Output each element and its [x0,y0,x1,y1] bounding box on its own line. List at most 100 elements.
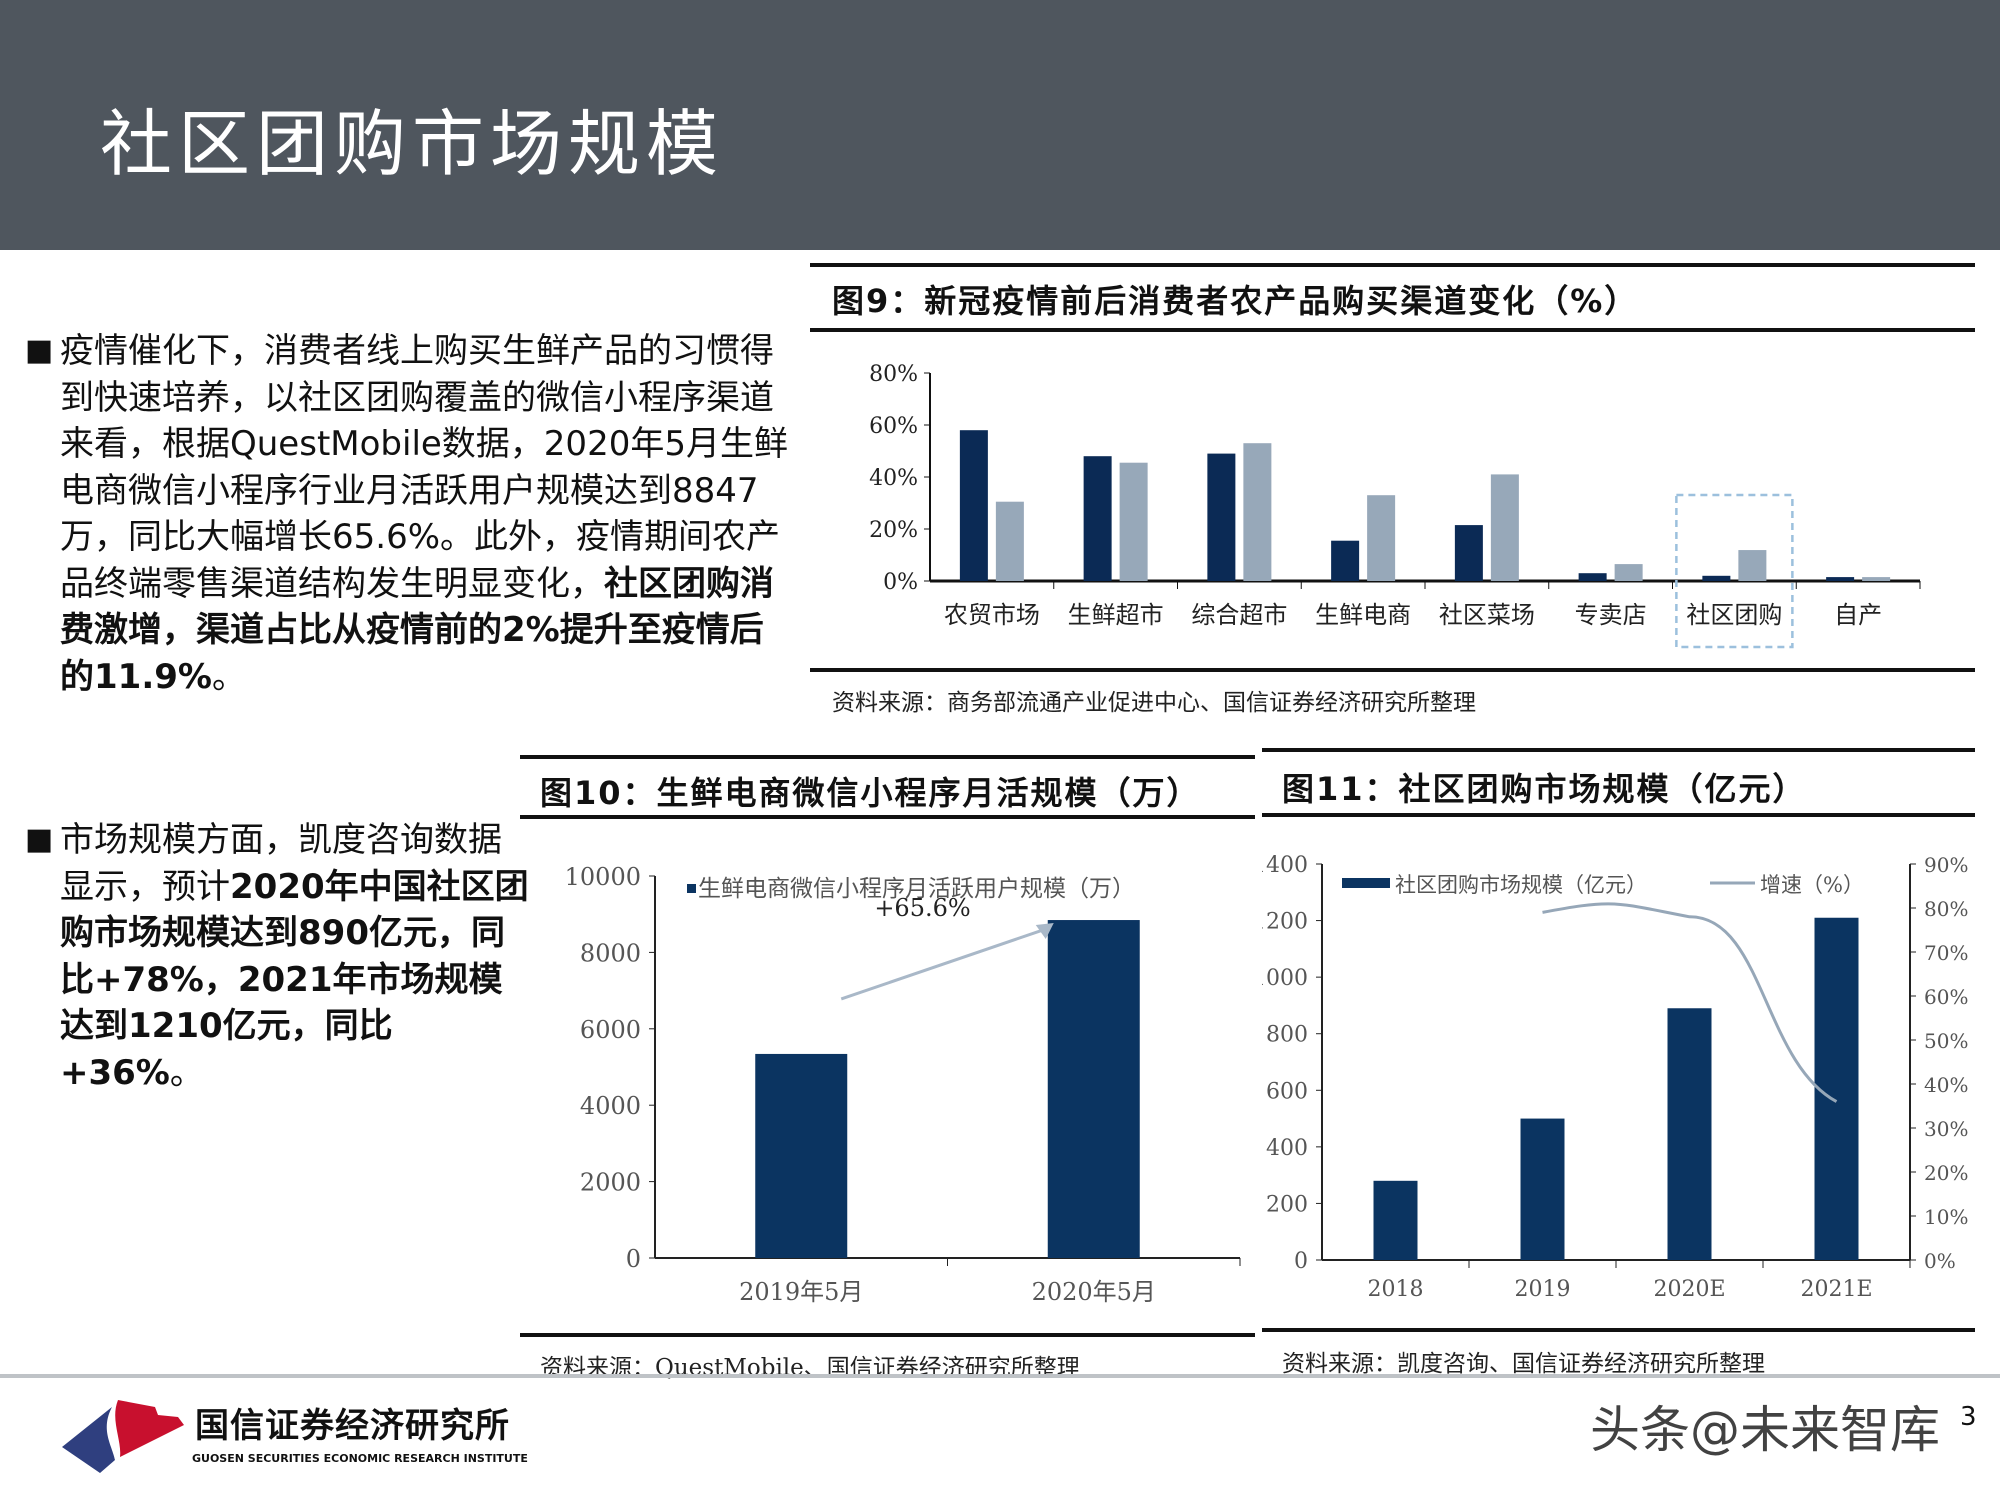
bar-社区团购-1 [1738,550,1767,581]
x-tick-label: 社区菜场 [1439,601,1535,629]
fig11-top-rule [1262,748,1975,752]
x-tick-label: 2018 [1368,1277,1424,1302]
y-tick-label: 80% [869,362,918,387]
fig10-title-rule [520,815,1255,819]
y-tick-label: 600 [1266,1079,1308,1104]
bar-生鲜超市-0 [1083,456,1112,581]
legend-swatch [687,884,696,893]
y-tick-label: 40% [869,466,918,491]
y2-tick-label: 30% [1924,1117,1968,1141]
legend-label: 生鲜电商微信小程序月活跃用户规模（万） [698,876,1135,902]
paragraph-2: ■ 市场规模方面，凯度咨询数据显示，预计2020年中国社区团购市场规模达到890… [25,817,530,1096]
bar-自产-1 [1862,577,1891,581]
fig10-title: 图10：生鲜电商微信小程序月活规模（万） [540,774,1201,812]
bar-生鲜超市-1 [1119,462,1148,581]
fig11-source: 资料来源：凯度咨询、国信证券经济研究所整理 [1282,1351,1765,1377]
y-tick-label: 6000 [580,1016,641,1044]
logo-text-en: GUOSEN SECURITIES ECONOMIC RESEARCH INST… [192,1452,528,1465]
fig10-top-rule [520,755,1255,759]
x-tick-label: 自产 [1834,601,1882,629]
arrow-head-icon [1035,923,1054,940]
bullet-icon: ■ [25,822,54,857]
y2-tick-label: 0% [1924,1249,1956,1273]
y-tick-label: 200 [1266,1192,1308,1217]
fig9-top-rule [810,263,1975,267]
legend-swatch-bar [1342,878,1390,888]
fig9-source: 资料来源：商务部流通产业促进中心、国信证券经济研究所整理 [832,690,1476,716]
y2-tick-label: 70% [1924,941,1968,965]
fig11-bottom-rule [1262,1328,1975,1332]
y2-tick-label: 60% [1924,985,1968,1009]
x-tick-label: 2020年5月 [1032,1278,1156,1306]
bar-综合超市-0 [1207,453,1236,581]
x-tick-label: 生鲜超市 [1068,601,1164,629]
x-tick-label: 生鲜电商 [1315,601,1411,629]
y-tick-label: 10000 [565,863,641,891]
y-tick-label: 0 [626,1245,641,1273]
header-bar [0,0,2000,250]
y-tick-label: 4000 [580,1092,641,1120]
bar-农贸市场-1 [995,501,1024,581]
fig10-bottom-rule [520,1333,1255,1337]
fig11-title: 图11：社区团购市场规模（亿元） [1282,770,1807,808]
y-tick-label: 800 [1266,1023,1308,1048]
legend-label-line: 增速（%） [1760,873,1864,897]
x-tick-label: 2021E [1800,1277,1872,1302]
highlight-box [1675,493,1794,649]
y2-tick-label: 50% [1924,1029,1968,1053]
bar-2020年5月 [1047,920,1140,1258]
y-tick-label: 2000 [580,1169,641,1197]
growth-line [1542,902,1838,1103]
paragraph-segment: 市场规模方面，凯度咨询数据显示，预计 [60,820,502,907]
page-number: 3 [1960,1402,1977,1432]
bar-社区菜场-1 [1490,474,1519,581]
x-tick-label: 2019年5月 [739,1278,863,1306]
footer-divider [0,1374,2000,1378]
paragraph-segment: 疫情催化下，消费者线上购买生鲜产品的习惯得到快速培养，以社区团购覆盖的微信小程序… [60,331,788,604]
bar-生鲜电商-0 [1331,540,1360,581]
y2-tick-label: 80% [1924,897,1968,921]
page-title: 社区团购市场规模 [100,102,725,186]
growth-arrow [840,927,1047,1001]
x-tick-label: 社区团购 [1686,601,1782,629]
bar-2020E [1667,1008,1712,1260]
bar-综合超市-1 [1243,443,1272,581]
fig9-title: 图9：新冠疫情前后消费者农产品购买渠道变化（%） [832,282,1639,320]
y2-tick-label: 90% [1924,853,1968,877]
legend-label-bar: 社区团购市场规模（亿元） [1395,873,1647,897]
bullet-icon: ■ [25,333,54,368]
bar-农贸市场-0 [959,430,988,581]
fig11-chart: 0 200 400 600 800 1000 1200 1400 0% 10% 20% 30% 40% 5… [1262,853,1968,1302]
y2-tick-label: 20% [1924,1161,1968,1185]
y-tick-label: 1000 [1262,966,1308,991]
bar-2019 [1520,1118,1565,1260]
x-tick-label: 综合超市 [1191,601,1287,629]
paragraph-text: 市场规模方面，凯度咨询数据显示，预计2020年中国社区团购市场规模达到890亿元… [60,817,530,1096]
bar-社区团购-0 [1702,575,1731,581]
paragraph-segment: 。 [211,656,246,697]
y-tick-label: 1400 [1262,853,1308,878]
paragraph-segment: 社区团购消费激增，渠道占比从疫情前的2%提升至疫情后的11.9% [60,563,774,697]
y2-tick-label: 40% [1924,1073,1968,1097]
y-tick-label: 60% [869,414,918,439]
bar-专卖店-0 [1578,573,1607,581]
bar-专卖店-1 [1614,564,1643,581]
fig11-title-rule [1262,813,1975,817]
y-tick-label: 8000 [580,939,641,967]
fig9-chart: 0% 20% 40% 60% 80% 农贸市场 生鲜超市 综合超市 生鲜电商 社区菜场 专卖店 社区团… [869,362,1921,649]
paragraph-text: 疫情催化下，消费者线上购买生鲜产品的习惯得到快速培养，以社区团购覆盖的微信小程序… [60,328,795,700]
y-tick-label: 1200 [1262,910,1308,935]
logo-text-cn: 国信证券经济研究所 [195,1406,510,1446]
paragraph-segment: 。 [169,1052,204,1093]
y-tick-label: 0% [883,570,918,595]
growth-annotation: +65.6% [874,894,970,922]
y-tick-label: 0 [1294,1249,1308,1274]
x-tick-label: 2020E [1653,1277,1725,1302]
fig9-bottom-rule [810,668,1975,672]
y-tick-label: 400 [1266,1136,1308,1161]
fig9-title-rule [810,328,1975,332]
paragraph-1: ■ 疫情催化下，消费者线上购买生鲜产品的习惯得到快速培养，以社区团购覆盖的微信小… [25,328,795,700]
bar-2021E [1814,917,1859,1260]
y-tick-label: 20% [869,518,918,543]
watermark: 头条@未来智库 [1590,1401,1940,1459]
